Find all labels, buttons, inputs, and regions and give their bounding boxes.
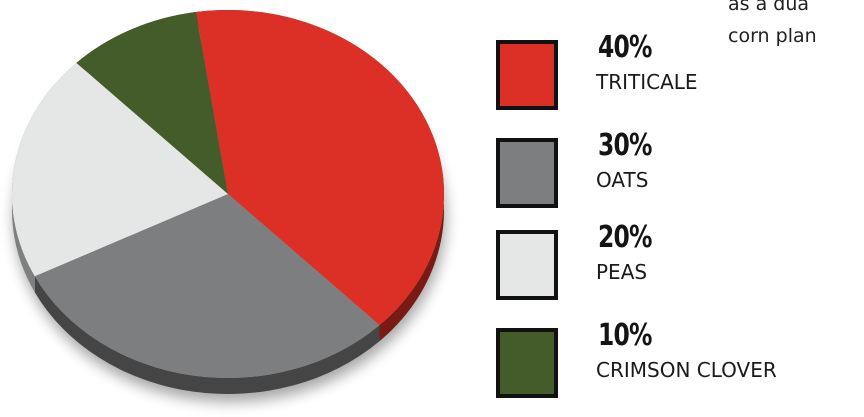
legend-item-crimson-clover: 10% CRIMSON CLOVER [494, 318, 864, 404]
pie-slice-oats [34, 194, 380, 378]
legend-item-peas: 20% PEAS [494, 220, 864, 306]
legend-swatch [496, 328, 558, 398]
legend-label: OATS [596, 168, 649, 192]
legend-swatch [496, 138, 558, 208]
pie-top-layer [11, 10, 444, 378]
legend-label: PEAS [596, 260, 648, 284]
pie-slice-crimson-clover [76, 12, 228, 195]
legend-label: CRIMSON CLOVER [596, 358, 777, 382]
legend-percent: 20% [598, 220, 652, 255]
legend-swatch [496, 40, 558, 110]
legend-percent: 30% [598, 128, 652, 163]
legend-item-oats: 30% OATS [494, 128, 864, 214]
pie-slice-side-1 [34, 276, 380, 394]
pie-chart [11, 10, 446, 402]
legend-item-triticale: 40% TRITICALE [494, 30, 864, 116]
legend-percent: 10% [598, 318, 652, 353]
paragraph-line: as a dua [728, 0, 810, 15]
legend-label: TRITICALE [596, 70, 698, 94]
pie-slice-triticale [195, 10, 444, 326]
pie-slice-peas [11, 62, 228, 277]
legend-percent: 40% [598, 30, 652, 65]
paragraph-line: corn plan [728, 25, 817, 47]
legend-swatch [496, 230, 558, 300]
cropped-paragraph-text: as a dua corn plan [728, 0, 864, 52]
